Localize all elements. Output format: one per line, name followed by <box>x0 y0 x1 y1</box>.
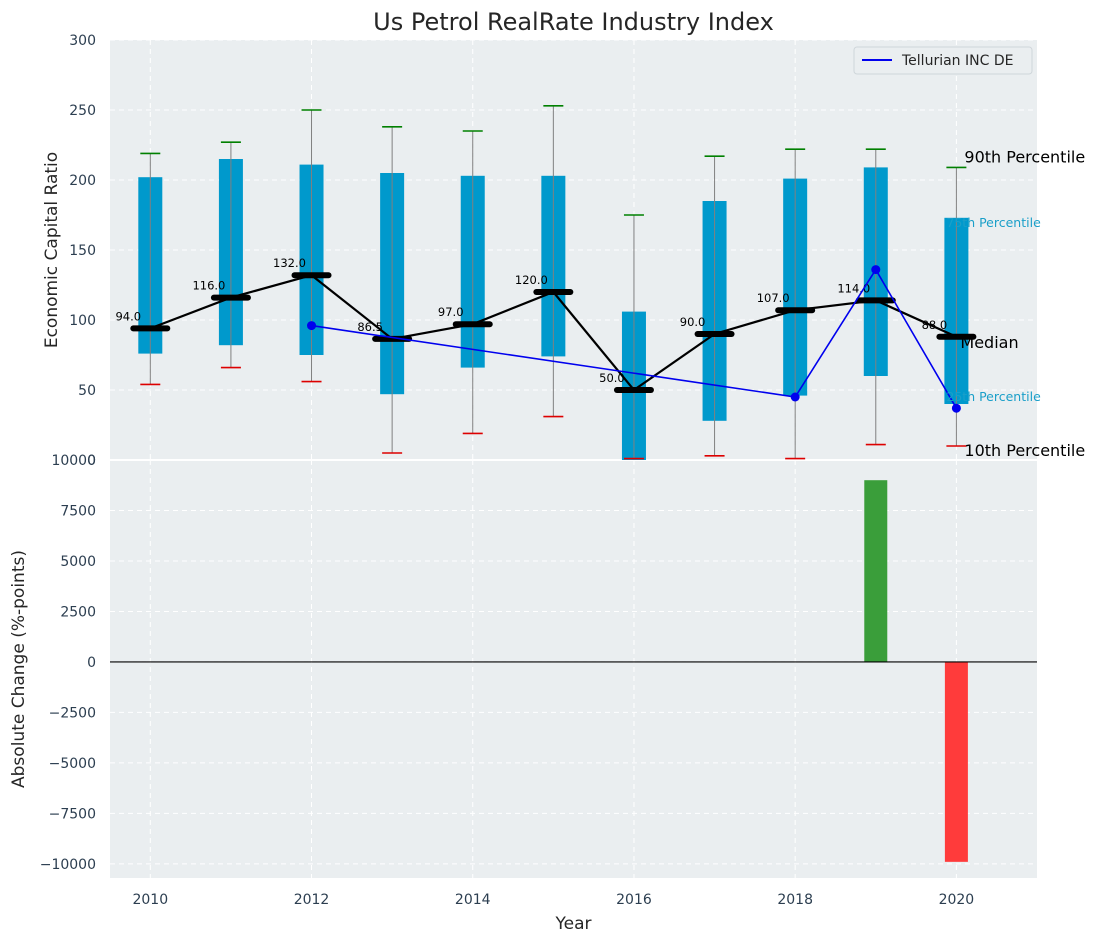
company-line <box>311 268 958 409</box>
bottom-plot-background <box>110 460 1037 878</box>
bottom-ytick-label: 10000 <box>51 453 96 469</box>
company-point <box>790 392 800 402</box>
chart-title: Us Petrol RealRate Industry Index <box>373 8 774 36</box>
bottom-ytick-label: −10000 <box>40 857 96 873</box>
top-ytick-label: 300 <box>69 33 96 49</box>
median-value-label: 132.0 <box>273 256 306 270</box>
top-ytick-label: 0 <box>87 453 96 469</box>
median-value-label: 116.0 <box>192 279 225 293</box>
bottom-y-axis-label: Absolute Change (%-points) <box>9 550 29 788</box>
p10-label: 10th Percentile <box>964 441 1085 460</box>
bottom-ytick-label: 5000 <box>60 554 96 570</box>
bottom-ytick-label: −2500 <box>49 705 96 721</box>
x-axis-label: Year <box>555 914 592 934</box>
positive-change-bar <box>864 480 888 662</box>
top-ytick-label: 250 <box>69 103 96 119</box>
p75-label: 75th Percentile <box>946 215 1041 230</box>
median-label: Median <box>960 333 1018 352</box>
xtick-label: 2018 <box>777 892 813 908</box>
median-value-label: 88.0 <box>922 318 948 332</box>
xtick-label: 2016 <box>616 892 652 908</box>
legend-box <box>853 46 1033 75</box>
median-value-label: 94.0 <box>115 309 141 323</box>
top-y-axis-label: Economic Capital Ratio <box>42 152 62 348</box>
negative-change-bar <box>944 661 968 862</box>
median-value-label: 50.0 <box>599 371 625 385</box>
top-ytick-label: 150 <box>69 243 96 259</box>
median-value-label: 114.0 <box>837 281 870 295</box>
legend-label: Tellurian INC DE <box>901 53 1013 69</box>
top-ytick-label: 200 <box>69 173 96 189</box>
xtick-label: 2012 <box>294 892 330 908</box>
company-point <box>307 321 317 331</box>
median-value-label: 120.0 <box>515 273 548 287</box>
bottom-ytick-label: 0 <box>87 655 96 671</box>
bottom-ytick-label: 2500 <box>60 604 96 620</box>
p90-label: 90th Percentile <box>964 147 1085 166</box>
median-value-label: 97.0 <box>438 305 464 319</box>
xtick-label: 2010 <box>132 892 168 908</box>
xtick-label: 2020 <box>939 892 975 908</box>
median-value-label: 90.0 <box>680 315 706 329</box>
company-point <box>951 403 961 413</box>
median-value-label: 86.5 <box>357 320 383 334</box>
bottom-ytick-label: 7500 <box>60 503 96 519</box>
top-ytick-label: 100 <box>69 313 96 329</box>
top-ytick-label: 50 <box>78 383 96 399</box>
bottom-ytick-label: −7500 <box>49 806 96 822</box>
company-point <box>871 265 881 275</box>
bottom-ytick-label: −5000 <box>49 756 96 772</box>
median-value-label: 107.0 <box>757 291 790 305</box>
p25-label: 25th Percentile <box>946 389 1041 404</box>
xtick-label: 2014 <box>455 892 491 908</box>
